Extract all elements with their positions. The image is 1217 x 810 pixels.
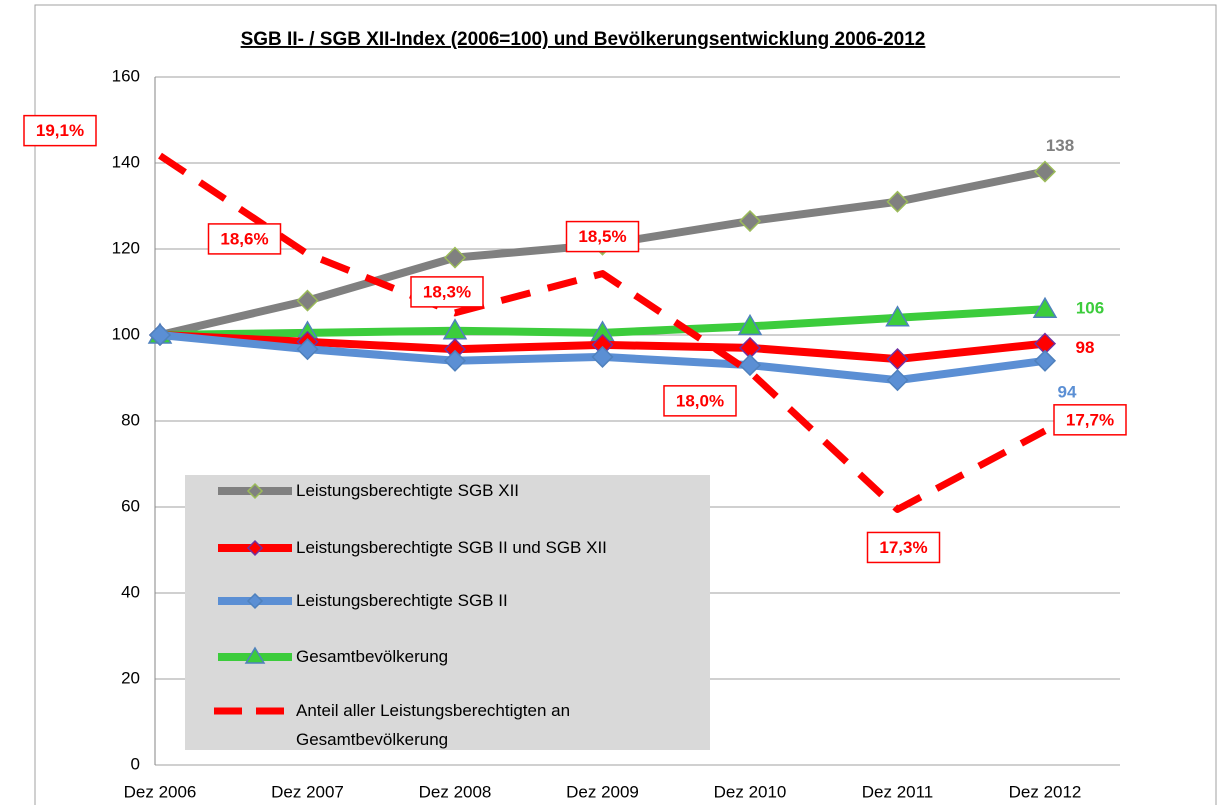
data-label: 18,0% xyxy=(676,391,724,410)
data-label: 98 xyxy=(1076,338,1095,357)
data-label-box xyxy=(207,223,282,255)
y-tick-label: 20 xyxy=(121,668,140,687)
data-label: 18,5% xyxy=(578,227,626,246)
legend-box xyxy=(185,475,710,750)
marker xyxy=(886,190,909,213)
x-tick-label: Dez 2011 xyxy=(862,782,934,801)
data-label: 94 xyxy=(1058,382,1077,401)
marker xyxy=(296,289,319,312)
data-label-box xyxy=(23,114,97,147)
legend-item: Leistungsberechtigte SGB XII xyxy=(296,481,520,500)
marker xyxy=(1033,160,1057,183)
data-label-box xyxy=(565,220,640,253)
legend-label: Leistungsberechtigte SGB XII xyxy=(296,481,520,500)
data-label-box xyxy=(663,385,737,417)
legend-item: Leistungsberechtigte SGB II xyxy=(296,591,508,610)
data-label: 18,6% xyxy=(220,229,268,248)
data-label-box xyxy=(866,531,941,564)
data-label: 17,3% xyxy=(879,538,927,557)
marker xyxy=(738,354,762,377)
x-tick-label: Dez 2010 xyxy=(714,782,787,801)
x-tick-label: Dez 2012 xyxy=(1009,782,1082,801)
data-label-box xyxy=(410,276,484,308)
chart-title: SGB II- / SGB XII-Index (2006=100) und B… xyxy=(241,29,926,50)
x-tick-label: Dez 2008 xyxy=(419,782,492,801)
legend-item: Gesamtbevölkerung xyxy=(296,647,449,666)
marker xyxy=(886,369,909,392)
dashed-line xyxy=(158,152,1047,513)
y-tick-label: 100 xyxy=(112,324,140,343)
legend-item: Anteil aller Leistungsberechtigten an Ge… xyxy=(296,701,571,749)
legend-label: Leistungsberechtigte SGB II und SGB XII xyxy=(296,538,607,557)
marker xyxy=(148,323,172,347)
marker xyxy=(1033,349,1057,372)
marker xyxy=(885,305,910,327)
x-tick-label: Dez 2006 xyxy=(124,782,197,801)
y-tick-label: 80 xyxy=(121,410,140,429)
data-label: 17,7% xyxy=(1066,410,1114,429)
data-label: 19,1% xyxy=(36,121,84,140)
x-tick-label: Dez 2007 xyxy=(271,782,344,801)
legend-label: Gesamtbevölkerung xyxy=(296,647,449,666)
data-label: 18,3% xyxy=(423,282,471,301)
y-tick-label: 120 xyxy=(112,238,140,257)
legend-marker xyxy=(246,592,264,610)
marker xyxy=(737,313,763,336)
y-tick-label: 60 xyxy=(121,496,140,515)
legend-marker xyxy=(246,539,264,557)
legend-label: Leistungsberechtigte SGB II xyxy=(296,591,508,610)
x-tick-label: Dez 2009 xyxy=(566,782,639,801)
marker xyxy=(738,209,762,233)
legend-label: Anteil aller Leistungsberechtigten an Ge… xyxy=(296,701,571,749)
marker xyxy=(886,348,909,371)
marker xyxy=(1032,296,1058,318)
y-tick-label: 140 xyxy=(112,152,140,171)
data-label: 138 xyxy=(1046,136,1074,155)
marker xyxy=(443,246,467,269)
y-tick-label: 40 xyxy=(121,582,140,601)
y-tick-label: 0 xyxy=(131,754,140,773)
marker xyxy=(591,345,614,368)
marker xyxy=(296,338,319,361)
legend-marker xyxy=(246,482,264,500)
legend-marker xyxy=(244,646,266,664)
data-label-box xyxy=(1053,404,1127,436)
legend-item: Leistungsberechtigte SGB II und SGB XII xyxy=(296,538,607,557)
y-tick-label: 160 xyxy=(112,66,140,85)
data-label: 106 xyxy=(1076,299,1104,318)
marker xyxy=(443,349,467,372)
